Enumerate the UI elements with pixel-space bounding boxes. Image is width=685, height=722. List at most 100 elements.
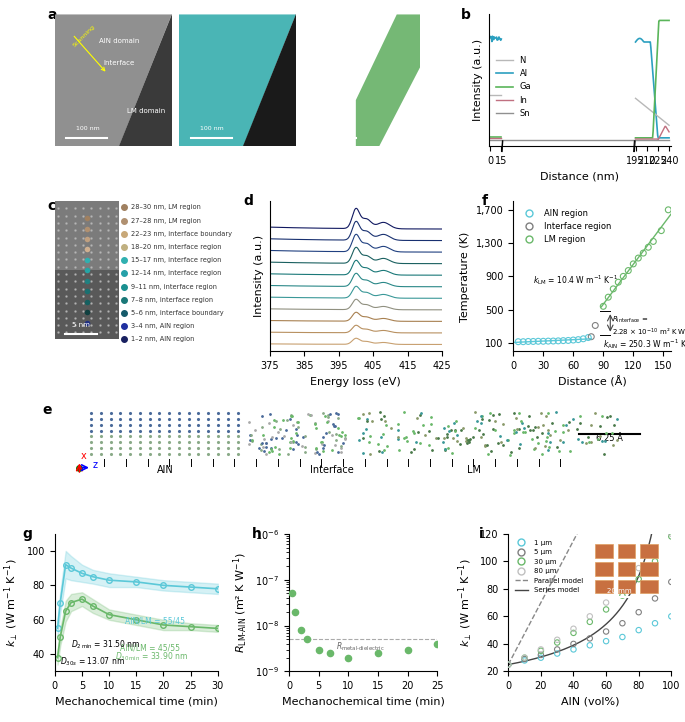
Point <box>649 617 660 629</box>
Point <box>402 644 413 656</box>
Point <box>432 638 443 650</box>
Ga <box>497 132 505 141</box>
Y-axis label: $R_{\rm LM\text{-}AlN}$ (m² K W$^{-1}$): $R_{\rm LM\text{-}AlN}$ (m² K W$^{-1}$) <box>232 552 249 653</box>
Text: i: i <box>479 527 484 541</box>
Text: h: h <box>252 527 262 541</box>
Point <box>638 248 649 259</box>
Y-axis label: $k_{\perp}$ (W m$^{-1}$ K$^{-1}$): $k_{\perp}$ (W m$^{-1}$ K$^{-1}$) <box>3 558 21 647</box>
Point <box>584 616 595 627</box>
Y-axis label: $k_{\perp}$ (W m$^{-1}$ K$^{-1}$): $k_{\perp}$ (W m$^{-1}$ K$^{-1}$) <box>456 558 475 647</box>
Point <box>551 634 562 645</box>
Point <box>601 604 612 615</box>
Al <box>496 35 504 43</box>
Point <box>583 331 594 343</box>
Point <box>577 333 588 344</box>
Ga <box>496 132 504 141</box>
Al <box>491 33 499 42</box>
Parallel model <box>514 642 522 651</box>
N <box>489 90 497 99</box>
Point <box>601 635 612 647</box>
Point <box>568 638 579 650</box>
In <box>490 134 498 142</box>
Point <box>373 648 384 659</box>
Point <box>584 640 595 651</box>
Sn <box>665 135 673 144</box>
N <box>488 90 497 99</box>
Point <box>649 543 660 554</box>
Series model <box>667 350 675 359</box>
Ga <box>486 132 495 141</box>
N <box>491 90 499 99</box>
Al <box>490 33 499 42</box>
Point <box>503 658 514 670</box>
Y-axis label: Temperature (K): Temperature (K) <box>460 231 470 321</box>
Al <box>494 35 502 43</box>
X-axis label: Distance (nm): Distance (nm) <box>540 172 619 181</box>
Y-axis label: Intensity (a.u.): Intensity (a.u.) <box>473 39 483 121</box>
Ga <box>493 132 501 141</box>
Al <box>493 36 501 45</box>
Line: Series model: Series model <box>508 355 671 664</box>
Line: Al: Al <box>490 36 501 42</box>
Point <box>558 335 569 347</box>
Point <box>519 652 530 664</box>
Point <box>503 658 514 670</box>
Point <box>666 576 677 588</box>
Point <box>536 652 547 664</box>
Text: d: d <box>244 194 253 208</box>
Text: 28–30 nm, LM region: 28–30 nm, LM region <box>131 204 201 211</box>
Ga <box>497 132 506 141</box>
Point <box>519 655 530 666</box>
N <box>490 90 499 99</box>
Al <box>486 33 495 42</box>
Ga <box>495 132 503 141</box>
Line: Parallel model: Parallel model <box>508 355 671 664</box>
N <box>495 90 503 99</box>
Ga <box>490 132 498 141</box>
Point <box>601 597 612 609</box>
Ga <box>490 132 499 141</box>
Ga <box>491 132 499 141</box>
Point <box>633 625 644 636</box>
Point <box>551 637 562 648</box>
Point <box>584 632 595 644</box>
Point <box>627 258 638 270</box>
Point <box>519 653 530 665</box>
In <box>496 134 504 142</box>
N <box>490 90 499 99</box>
Point <box>513 336 524 347</box>
Point <box>568 623 579 635</box>
In <box>490 134 499 142</box>
Text: $R_{\rm metal\text{-}dielectric}$: $R_{\rm metal\text{-}dielectric}$ <box>336 640 385 653</box>
Text: 18–20 nm, interface region: 18–20 nm, interface region <box>131 244 221 250</box>
Al <box>495 32 503 41</box>
Point <box>551 648 562 659</box>
N <box>486 90 495 99</box>
Al <box>488 32 497 40</box>
Text: a: a <box>47 8 57 22</box>
In <box>487 134 495 142</box>
Parallel model <box>534 603 543 612</box>
Ga <box>495 132 503 141</box>
Parallel model <box>504 660 512 669</box>
Point <box>648 235 659 247</box>
Point <box>584 611 595 622</box>
Series model <box>511 659 519 668</box>
Al <box>495 34 503 43</box>
Text: 22–23 nm, interface boundary: 22–23 nm, interface boundary <box>131 231 232 237</box>
N <box>493 90 501 99</box>
N <box>490 90 498 99</box>
Legend: AlN region, Interface region, LM region: AlN region, Interface region, LM region <box>517 206 614 248</box>
Point <box>618 271 629 282</box>
Point <box>503 658 514 670</box>
Text: 27–28 nm, LM region: 27–28 nm, LM region <box>131 217 201 224</box>
Ga <box>492 132 500 141</box>
Point <box>313 644 324 656</box>
Sn <box>647 135 655 144</box>
Point <box>536 643 547 655</box>
Sn <box>486 135 495 144</box>
In <box>491 134 499 142</box>
Point <box>623 265 634 277</box>
Point <box>523 336 534 347</box>
Ga <box>488 132 497 141</box>
